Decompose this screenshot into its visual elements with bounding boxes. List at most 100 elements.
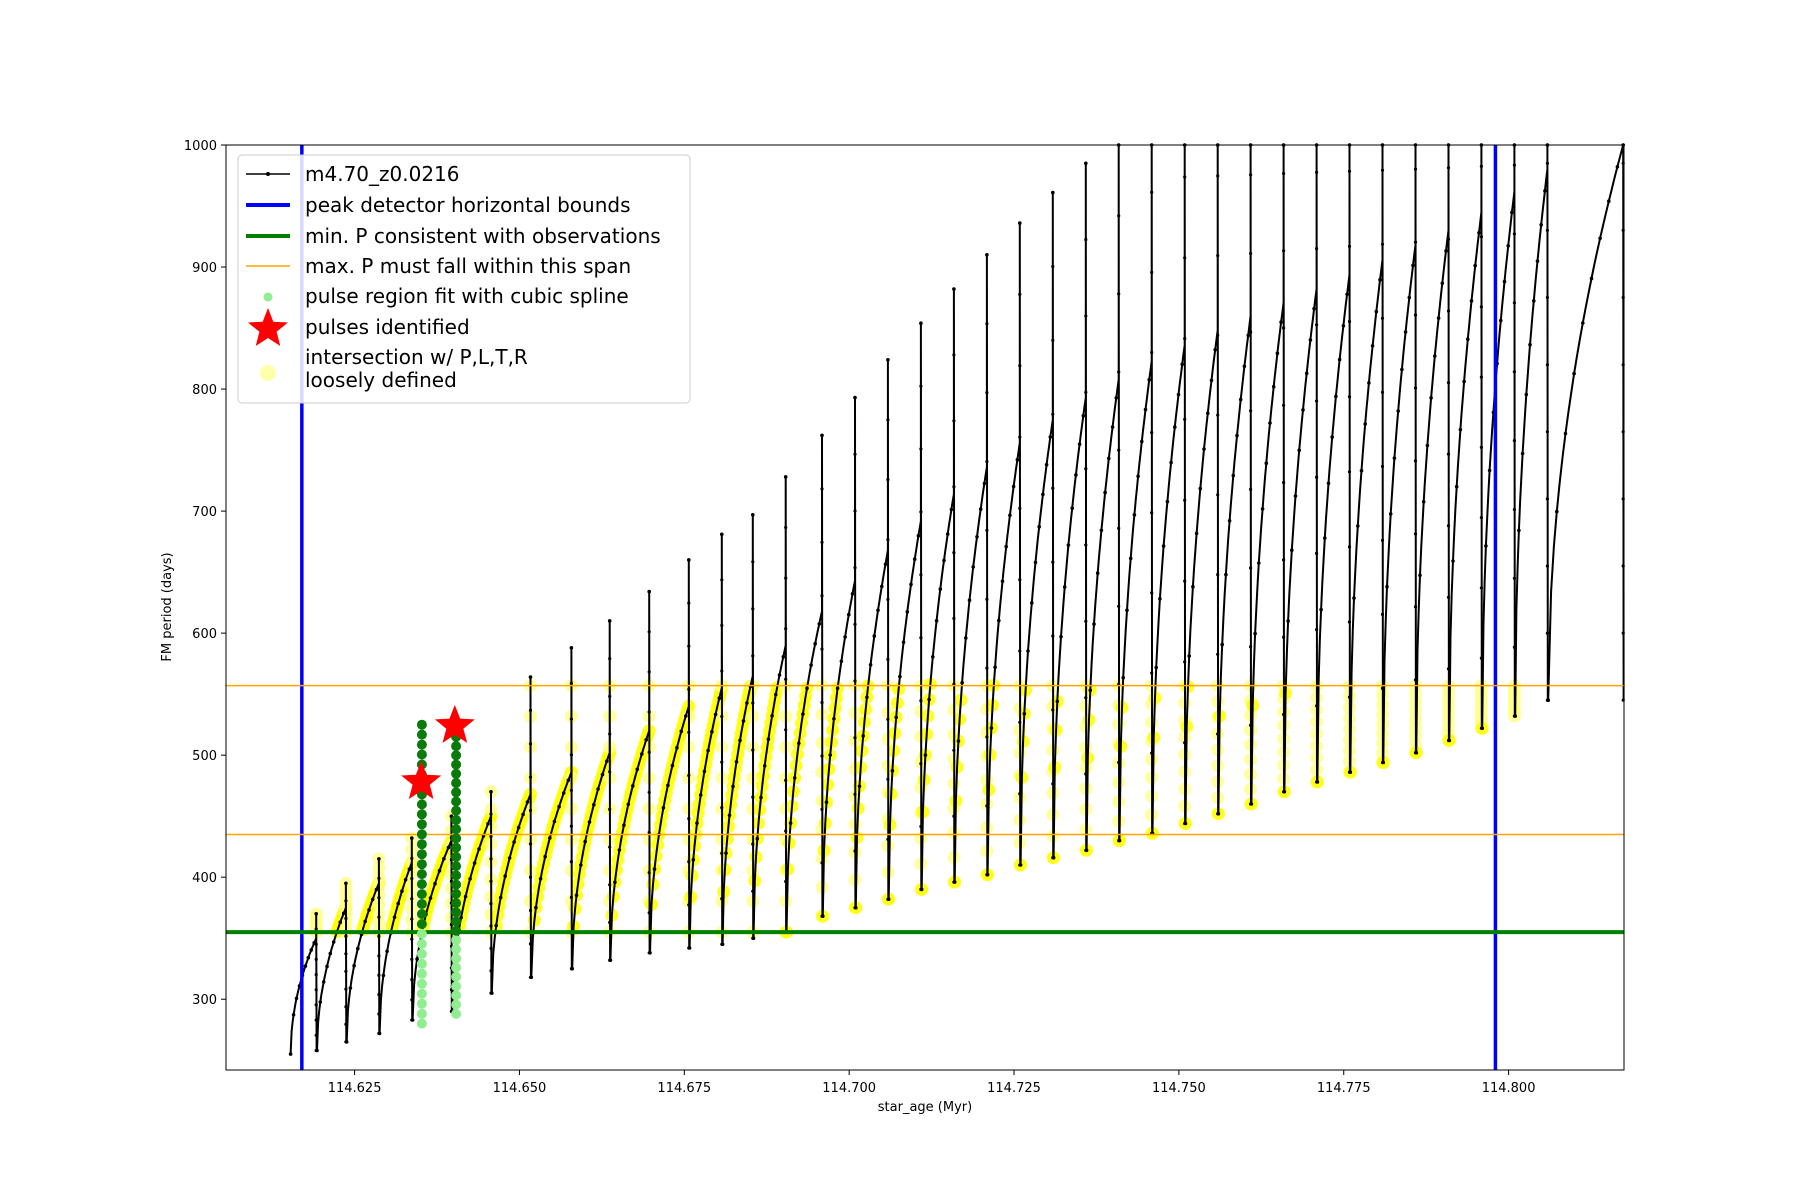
curve-point bbox=[1446, 452, 1451, 456]
curve-point bbox=[528, 908, 533, 913]
curve-point bbox=[734, 760, 739, 764]
curve-point bbox=[687, 644, 691, 648]
curve-point bbox=[1469, 299, 1474, 303]
pulse-region-point bbox=[416, 719, 427, 730]
curve-point bbox=[377, 1031, 382, 1036]
curve-point bbox=[1407, 295, 1412, 300]
pulse-region-point bbox=[416, 849, 427, 860]
curve-point bbox=[820, 700, 824, 705]
curve-point bbox=[344, 987, 348, 991]
curve-point bbox=[1512, 439, 1516, 443]
curve-point bbox=[1282, 558, 1286, 562]
curve-point bbox=[720, 623, 724, 628]
curve-point bbox=[1512, 370, 1516, 374]
curve-point bbox=[608, 883, 612, 887]
curve-point bbox=[548, 836, 552, 840]
curve-point bbox=[1380, 242, 1385, 246]
curve-point bbox=[410, 1018, 415, 1022]
curve-point bbox=[923, 753, 928, 757]
period-curve-cycle bbox=[1415, 144, 1450, 753]
curve-point bbox=[1260, 507, 1265, 511]
curve-point bbox=[687, 601, 691, 605]
curve-point bbox=[1446, 595, 1451, 599]
curve-point bbox=[331, 940, 336, 944]
pulse-region-point bbox=[451, 750, 462, 761]
curve-point bbox=[569, 753, 574, 757]
pulse-region-point bbox=[416, 948, 427, 959]
curve-point bbox=[521, 812, 525, 817]
curve-point bbox=[1347, 620, 1352, 624]
curve-point bbox=[363, 919, 368, 924]
curve-point bbox=[751, 842, 755, 846]
pulse-region-point bbox=[416, 968, 427, 979]
curve-point bbox=[1081, 413, 1086, 418]
curve-point bbox=[489, 790, 493, 794]
curve-point bbox=[1216, 493, 1220, 497]
curve-point bbox=[1242, 364, 1247, 369]
curve-point bbox=[720, 669, 724, 673]
curve-point bbox=[1418, 573, 1422, 578]
curve-point bbox=[528, 742, 533, 746]
curve-point bbox=[306, 955, 311, 960]
curve-point bbox=[1367, 381, 1371, 385]
curve-point bbox=[1380, 390, 1385, 394]
curve-point bbox=[1051, 634, 1055, 638]
pulse-region-point bbox=[451, 796, 462, 807]
curve-point bbox=[751, 748, 755, 752]
curve-point bbox=[927, 697, 931, 702]
curve-point bbox=[1264, 461, 1269, 466]
curve-point bbox=[1479, 516, 1483, 520]
curve-point bbox=[1249, 566, 1253, 570]
curve-point bbox=[377, 934, 381, 939]
pulse-region-point bbox=[451, 990, 462, 1001]
curve-point bbox=[661, 806, 666, 810]
curve-point bbox=[344, 952, 348, 956]
curve-point bbox=[766, 737, 771, 741]
curve-point bbox=[817, 622, 822, 626]
curve-point bbox=[428, 896, 433, 900]
curve-point bbox=[1268, 421, 1272, 425]
curve-point bbox=[952, 419, 956, 423]
plot-frame bbox=[225, 144, 1625, 1071]
curve-point bbox=[528, 842, 533, 846]
period-curve-cycle bbox=[854, 359, 890, 908]
curve-point bbox=[410, 856, 414, 860]
curve-point bbox=[608, 770, 612, 774]
curve-point bbox=[1026, 649, 1030, 653]
curve-point bbox=[905, 610, 910, 614]
curve-point bbox=[934, 619, 939, 623]
curve-point bbox=[886, 418, 890, 422]
curve-point bbox=[1512, 576, 1516, 580]
curve-point bbox=[407, 867, 412, 871]
curve-point bbox=[1572, 371, 1576, 376]
curve-point bbox=[1293, 494, 1298, 498]
curve-point bbox=[809, 663, 813, 667]
curve-point bbox=[1033, 560, 1038, 565]
curve-point bbox=[919, 887, 924, 892]
pulse-region-point bbox=[451, 999, 462, 1010]
curve-point bbox=[792, 776, 797, 780]
curve-point bbox=[919, 510, 923, 514]
curve-point bbox=[494, 923, 499, 928]
curve-point bbox=[1213, 348, 1217, 352]
curve-point bbox=[552, 819, 557, 824]
curve-point bbox=[1161, 544, 1166, 548]
curve-point bbox=[853, 396, 857, 400]
pulse-region-point bbox=[416, 998, 427, 1009]
curve-point bbox=[1051, 191, 1055, 195]
curve-point bbox=[770, 714, 774, 718]
curve-point bbox=[1202, 447, 1206, 451]
pulse-region-point bbox=[416, 739, 427, 750]
curve-point bbox=[1543, 189, 1547, 193]
curve-point bbox=[315, 1048, 319, 1053]
curve-point bbox=[886, 358, 890, 362]
curve-point bbox=[720, 714, 724, 719]
curve-point bbox=[745, 701, 749, 705]
curve-point bbox=[309, 948, 314, 952]
curve-point bbox=[613, 880, 617, 884]
curve-point bbox=[724, 851, 728, 855]
y-tick-label: 300 bbox=[192, 993, 217, 1008]
curve-point bbox=[1347, 545, 1352, 549]
curve-point bbox=[1411, 263, 1415, 268]
